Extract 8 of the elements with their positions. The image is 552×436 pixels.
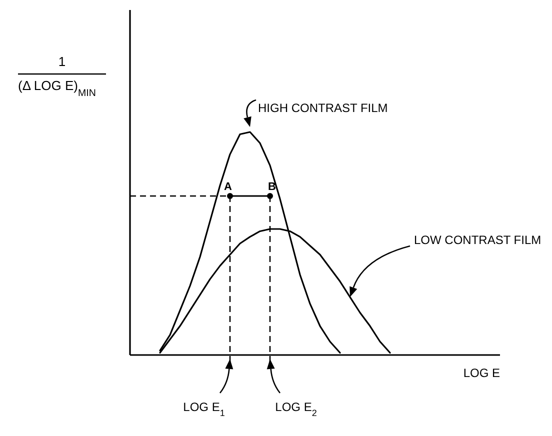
y-axis-title: 1 (Δ LOG E)$_{MIN}$ xyxy=(18,54,96,98)
annotation: A xyxy=(224,181,232,193)
legend-label: HIGH CONTRAST FILM xyxy=(258,101,388,115)
x-axis-title: LOG E xyxy=(463,366,500,380)
annotation: B xyxy=(268,181,276,193)
text: LOG E$_{1}$ xyxy=(183,400,225,418)
text: LOG E$_{2}$ xyxy=(275,400,317,418)
text: LOW CONTRAST FILM xyxy=(414,233,542,247)
